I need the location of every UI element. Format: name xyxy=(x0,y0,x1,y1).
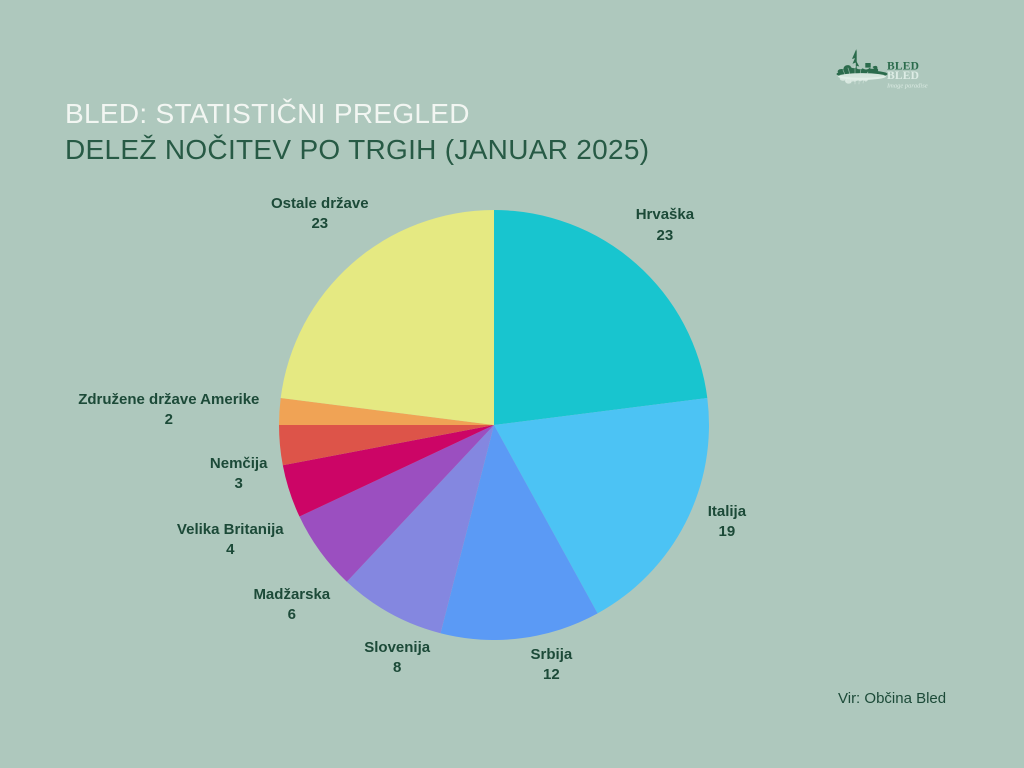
svg-text:Image paradise: Image paradise xyxy=(886,83,928,90)
svg-text:BLED: BLED xyxy=(887,70,919,82)
